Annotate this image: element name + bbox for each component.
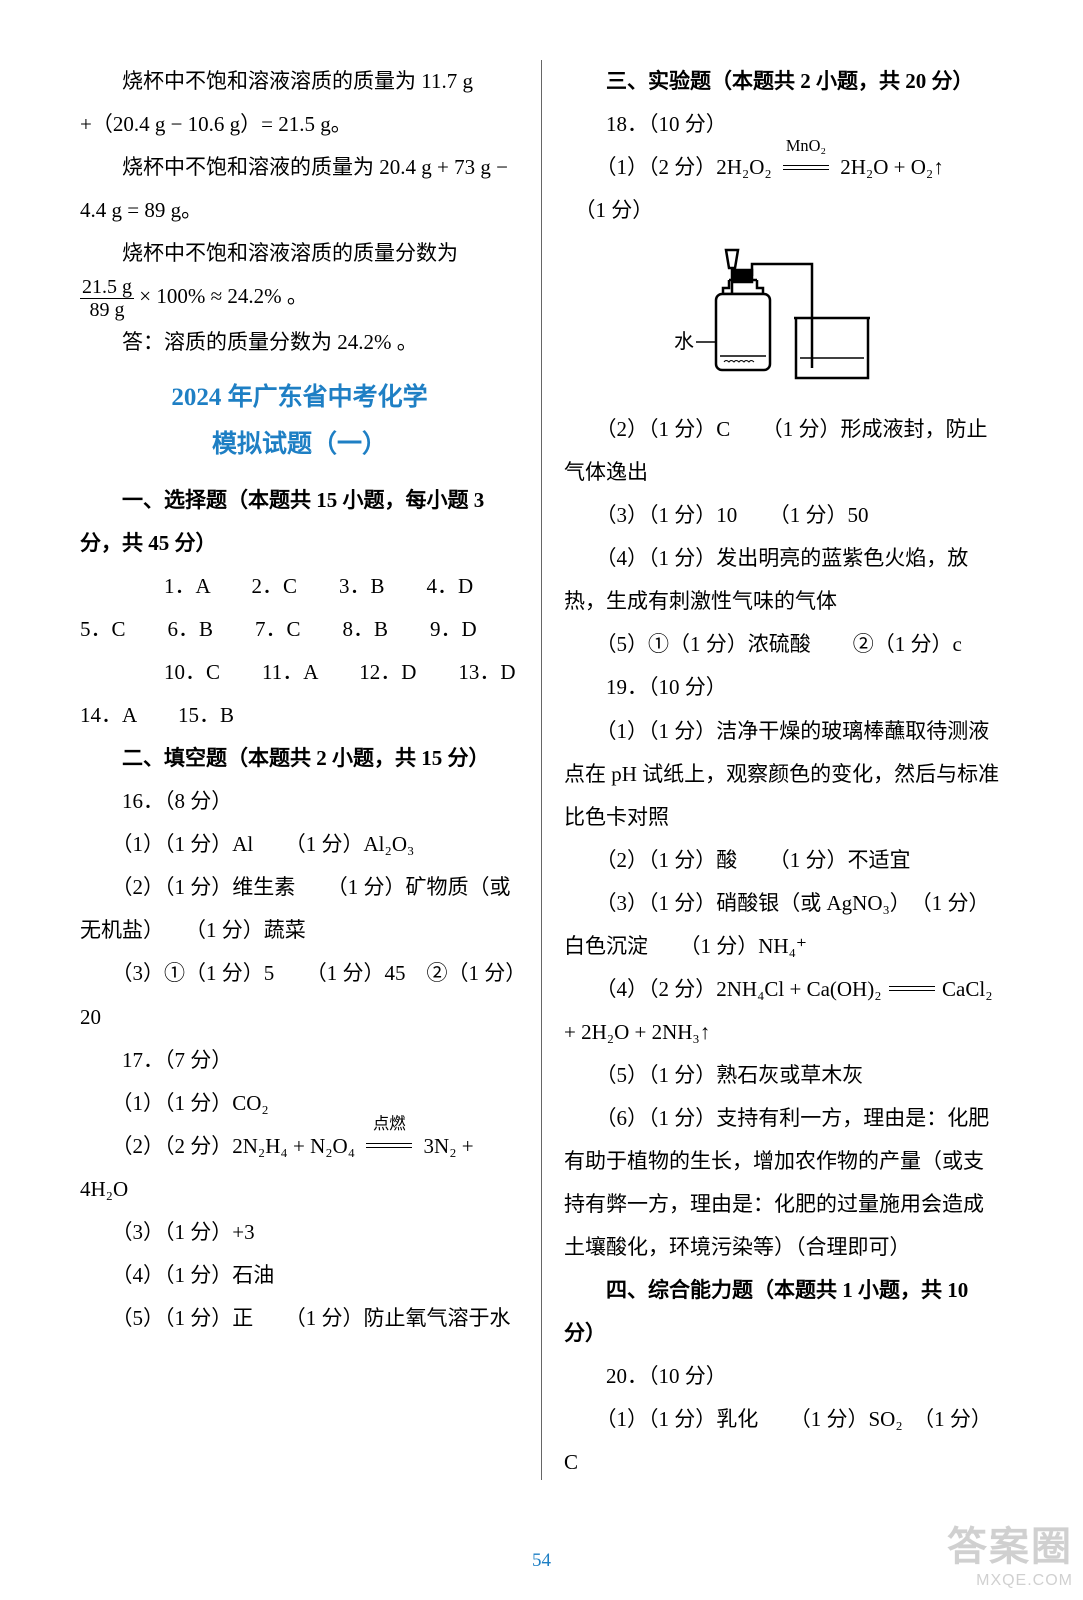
title-line-2: 模拟试题（一）: [80, 421, 519, 469]
paragraph: 烧杯中不饱和溶液的质量为 20.4 g + 73 g − 4.4 g = 89 …: [80, 146, 519, 232]
q19-5: （5）（1 分）熟石灰或草木灰: [564, 1054, 1003, 1097]
right-column: 三、实验题（本题共 2 小题，共 20 分） 18．（10 分） （1）（2 分…: [542, 60, 1003, 1480]
apparatus-diagram: 水: [634, 240, 934, 400]
q18-3: （3）（1 分）10 （1 分）50: [564, 494, 1003, 537]
q16-2: （2）（1 分）维生素 （1 分）矿物质（或无机盐） （1 分）蔬菜: [80, 866, 519, 952]
q17-2: （2）（2 分）2N₂H₄ + N₂O₄ 点燃 3N₂ + 4H₂O: [80, 1125, 519, 1211]
text: × 100% ≈ 24.2% 。: [134, 284, 308, 308]
page-number: 54: [532, 1550, 551, 1572]
text: 烧杯中不饱和溶液溶质的质量分数为: [80, 241, 458, 265]
q20-1: （1）（1 分）乳化 （1 分）SO₂ （1 分）C: [564, 1398, 1003, 1484]
mc-answers-line: 14．A 15．B: [80, 694, 519, 737]
q18-1: （1）（2 分）2H₂O₂ MnO₂ 2H₂O + O₂↑: [564, 146, 1003, 189]
q18-5: （5）①（1 分）浓硫酸 ②（1 分）c: [564, 623, 1003, 666]
watermark-text: 答案圈: [947, 1523, 1073, 1571]
water-label: 水: [674, 330, 694, 353]
q19-1: （1）（1 分）洁净干燥的玻璃棒蘸取待测液点在 pH 试纸上，观察颜色的变化，然…: [564, 710, 1003, 839]
watermark-url: MXQE.COM: [947, 1571, 1073, 1590]
text: 2H₂O + O₂↑: [835, 155, 944, 179]
q16-1: （1）（1 分）Al （1 分）Al₂O₃: [80, 823, 519, 866]
q18-4: （4）（1 分）发出明亮的蓝紫色火焰，放热，生成有刺激性气味的气体: [564, 537, 1003, 623]
equals-line-icon: [783, 165, 829, 170]
q17-1: （1）（1 分）CO₂: [80, 1082, 519, 1125]
paragraph: 答：溶质的质量分数为 24.2% 。: [80, 321, 519, 364]
q18-2: （2）（1 分）C （1 分）形成液封，防止气体逸出: [564, 408, 1003, 494]
q17-3: （3）（1 分）+3: [80, 1211, 519, 1254]
q19-6: （6）（1 分）支持有利一方，理由是：化肥有助于植物的生长，增加农作物的产量（或…: [564, 1097, 1003, 1269]
q17-4: （4）（1 分）石油: [80, 1254, 519, 1297]
watermark: 答案圈 MXQE.COM: [947, 1523, 1073, 1590]
fraction-numerator: 21.5 g: [80, 276, 134, 299]
q16-3: （3）①（1 分）5 （1 分）45 ②（1 分）20: [80, 952, 519, 1038]
fraction: 21.5 g 89 g: [80, 276, 134, 321]
condition-label: MnO₂: [777, 129, 835, 163]
q19-heading: 19．（10 分）: [564, 666, 1003, 709]
q18-1c: （1 分）: [564, 189, 1003, 232]
title-line-1: 2024 年广东省中考化学: [80, 374, 519, 422]
q20-heading: 20．（10 分）: [564, 1355, 1003, 1398]
section-1-heading: 一、选择题（本题共 15 小题，每小题 3 分，共 45 分）: [80, 479, 519, 565]
section-3-heading: 三、实验题（本题共 2 小题，共 20 分）: [564, 60, 1003, 103]
left-column: 烧杯中不饱和溶液溶质的质量为 11.7 g +（20.4 g − 10.6 g）…: [80, 60, 541, 1480]
section-2-heading: 二、填空题（本题共 2 小题，共 15 分）: [80, 737, 519, 780]
q19-2: （2）（1 分）酸 （1 分）不适宜: [564, 839, 1003, 882]
equals-line-icon: [889, 986, 935, 991]
paragraph: 烧杯中不饱和溶液溶质的质量为 11.7 g +（20.4 g − 10.6 g）…: [80, 60, 519, 146]
mc-answers-line: 5．C 6．B 7．C 8．B 9．D: [80, 608, 519, 651]
reaction-condition: 点燃: [360, 1125, 418, 1168]
q17-heading: 17．（7 分）: [80, 1039, 519, 1082]
q19-4: （4）（2 分）2NH₄Cl + Ca(OH)₂ CaCl₂ + 2H₂O + …: [564, 968, 1003, 1054]
exam-title: 2024 年广东省中考化学 模拟试题（一）: [80, 374, 519, 469]
section-4-heading: 四、综合能力题（本题共 1 小题，共 10 分）: [564, 1269, 1003, 1355]
equals-line-icon: [366, 1143, 412, 1148]
q17-5: （5）（1 分）正 （1 分）防止氧气溶于水: [80, 1297, 519, 1340]
mc-answers-line: 1．A 2．C 3．B 4．D: [80, 565, 519, 608]
q19-3: （3）（1 分）硝酸银（或 AgNO₃） （1 分）白色沉淀 （1 分）NH₄⁺: [564, 882, 1003, 968]
mc-answers-line: 10．C 11．A 12．D 13．D: [80, 651, 519, 694]
fraction-denominator: 89 g: [80, 299, 134, 321]
q16-heading: 16．（8 分）: [80, 780, 519, 823]
text: （2）（2 分）2N₂H₄ + N₂O₄: [80, 1134, 360, 1158]
condition-label: 点燃: [360, 1107, 418, 1141]
text: （4）（2 分）2NH₄Cl + Ca(OH)₂: [564, 977, 887, 1001]
two-column-layout: 烧杯中不饱和溶液溶质的质量为 11.7 g +（20.4 g − 10.6 g）…: [80, 60, 1003, 1480]
reaction-condition: MnO₂: [777, 146, 835, 189]
text: （1）（2 分）2H₂O₂: [564, 155, 777, 179]
paragraph: 烧杯中不饱和溶液溶质的质量分数为 21.5 g 89 g × 100% ≈ 24…: [80, 232, 519, 321]
exam-answer-page: 烧杯中不饱和溶液溶质的质量为 11.7 g +（20.4 g − 10.6 g）…: [0, 0, 1083, 1600]
